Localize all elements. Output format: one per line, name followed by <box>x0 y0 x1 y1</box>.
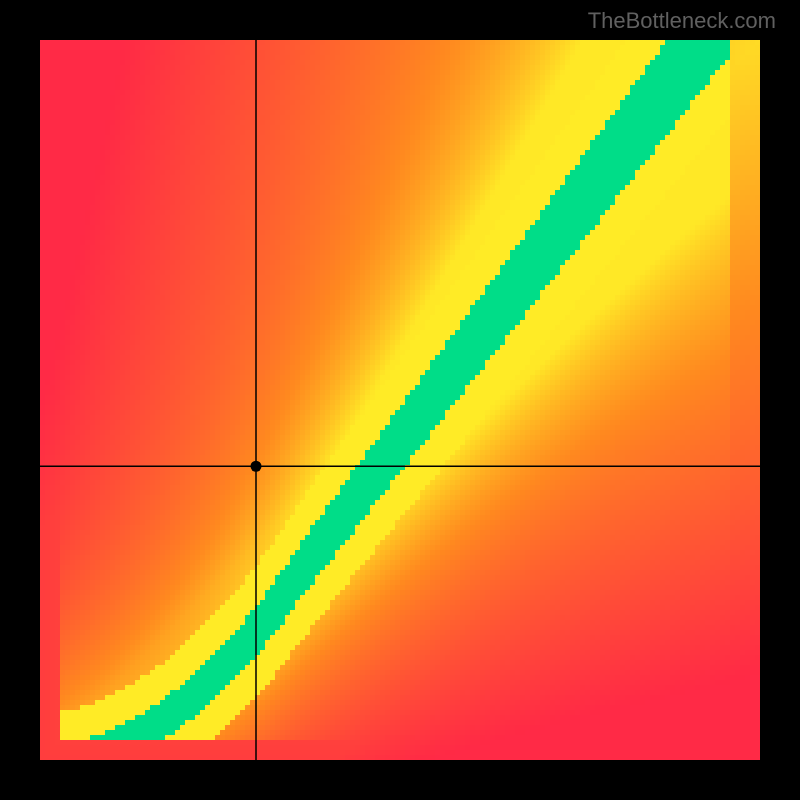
watermark-text: TheBottleneck.com <box>588 8 776 34</box>
heatmap-canvas <box>40 40 760 760</box>
chart-container: TheBottleneck.com <box>0 0 800 800</box>
plot-area <box>40 40 760 760</box>
